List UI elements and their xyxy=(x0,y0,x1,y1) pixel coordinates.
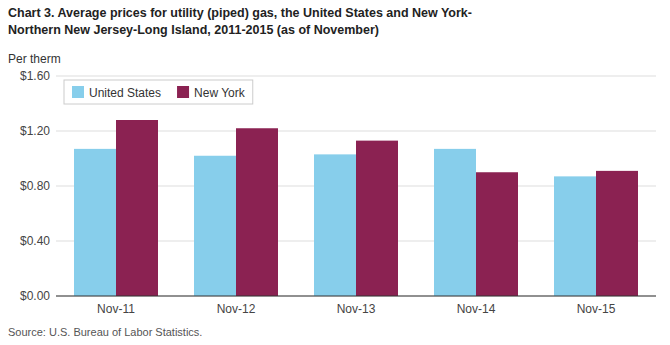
bar xyxy=(236,128,278,296)
x-tick-label: Nov-12 xyxy=(217,302,256,316)
legend: United States New York xyxy=(64,80,253,104)
bar xyxy=(434,149,476,296)
y-tick-label: $0.00 xyxy=(20,289,50,303)
x-tick-label: Nov-15 xyxy=(577,302,616,316)
y-axis-label: Per therm xyxy=(8,52,61,66)
legend-label: United States xyxy=(89,86,161,100)
x-axis-line xyxy=(56,296,656,297)
legend-swatch xyxy=(177,86,189,98)
grid-line xyxy=(56,296,656,297)
bar xyxy=(476,172,518,296)
x-tick-label: Nov-13 xyxy=(337,302,376,316)
subtitle: Northern New Jersey-Long Island, 2011-20… xyxy=(8,23,379,37)
source: Source: U.S. Bureau of Labor Statistics. xyxy=(8,326,202,338)
legend-swatch xyxy=(72,86,84,98)
bar xyxy=(596,171,638,296)
title: Chart 3. Average prices for utility (pip… xyxy=(8,6,472,20)
chart: Chart 3. Average prices for utility (pip… xyxy=(0,0,670,345)
y-tick-label: $0.80 xyxy=(20,179,50,193)
legend-label: New York xyxy=(194,86,246,100)
bar xyxy=(356,141,398,296)
legend-box xyxy=(64,80,253,104)
x-tick-label: Nov-11 xyxy=(97,302,135,316)
grid-line xyxy=(56,76,656,77)
bar xyxy=(116,120,158,296)
x-tick-label: Nov-14 xyxy=(457,302,496,316)
bar xyxy=(314,154,356,296)
bar xyxy=(554,176,596,296)
y-tick-label: $0.40 xyxy=(20,234,50,248)
bar xyxy=(194,156,236,296)
y-tick-label: $1.20 xyxy=(20,124,50,138)
bars xyxy=(74,120,638,296)
grid xyxy=(56,76,656,296)
y-tick-label: $1.60 xyxy=(20,69,50,83)
bar xyxy=(74,149,116,296)
